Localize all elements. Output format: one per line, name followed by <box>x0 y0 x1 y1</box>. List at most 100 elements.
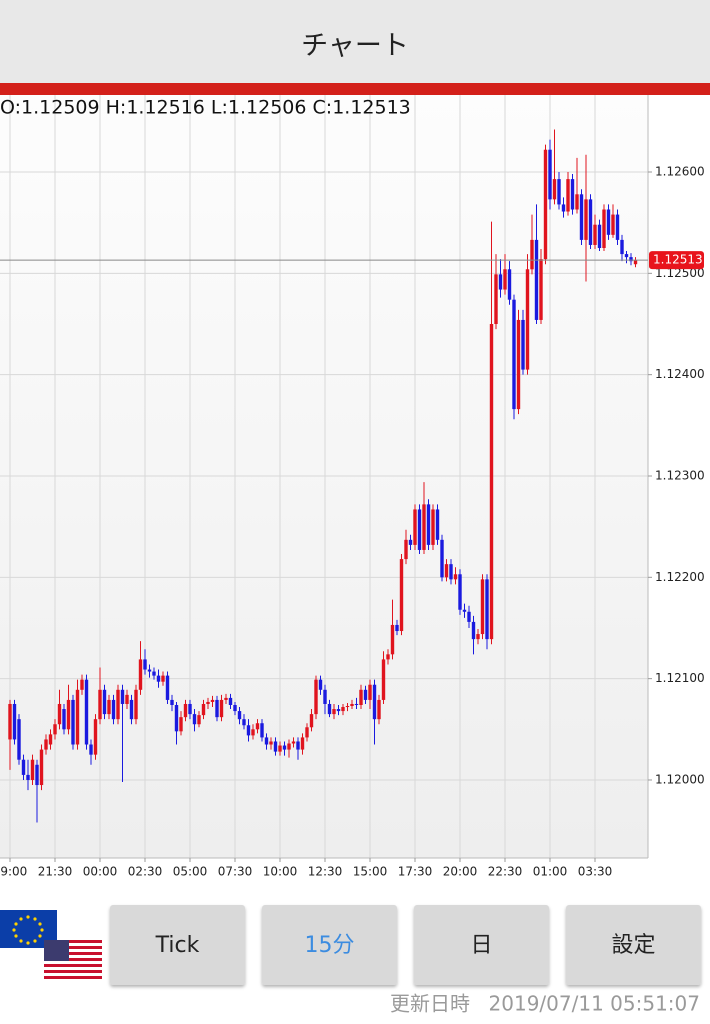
candle-body <box>413 509 417 545</box>
candle-body <box>80 679 84 690</box>
candle-body <box>363 689 368 700</box>
candle-body <box>395 624 399 632</box>
accent-bar <box>0 83 710 95</box>
candle-body <box>606 209 611 235</box>
candle-body <box>359 689 363 705</box>
update-label: 更新日時 <box>390 992 470 1016</box>
candle-body <box>93 719 98 755</box>
candle-body <box>341 707 345 712</box>
candle-body <box>75 689 80 745</box>
candle-body <box>17 719 21 760</box>
update-timestamp: 2019/07/11 05:51:07 <box>489 992 700 1016</box>
y-tick-label: 1.12100 <box>655 671 705 685</box>
candle-body <box>89 744 93 755</box>
toolbar-button[interactable] <box>262 905 397 985</box>
candle-body <box>458 574 462 610</box>
candle-body <box>377 699 381 720</box>
candle-body <box>165 675 170 700</box>
candle-body <box>575 194 579 210</box>
candle-body <box>120 689 125 704</box>
candle-body <box>264 737 269 745</box>
toolbar-button-label[interactable]: 設定 <box>611 933 655 958</box>
y-tick-label: 1.12000 <box>655 772 705 786</box>
candle-body <box>192 714 197 725</box>
candle-body <box>534 239 539 320</box>
candle-body <box>345 706 350 708</box>
candle-body <box>323 689 327 704</box>
candle-body <box>237 711 242 720</box>
ohlc-label: O:1.12509 H:1.12516 L:1.12506 C:1.12513 <box>0 97 411 119</box>
candle-body <box>426 504 431 545</box>
candle-body <box>260 723 264 738</box>
candle-body <box>624 254 629 258</box>
candle-body <box>57 703 62 725</box>
x-tick-label: 10:00 <box>263 865 298 879</box>
candle-body <box>30 759 35 780</box>
candle-body <box>219 699 224 718</box>
candle-body <box>417 509 422 550</box>
candle-body <box>552 179 557 200</box>
y-tick-label: 1.12200 <box>655 570 705 584</box>
x-tick-label: 17:30 <box>398 865 433 879</box>
candle-body <box>183 703 188 718</box>
candle-body <box>12 703 17 740</box>
candle-body <box>399 559 404 632</box>
toolbar-button[interactable] <box>566 905 701 985</box>
candle-body <box>584 199 588 240</box>
candle-body <box>611 214 615 235</box>
candle-body <box>390 624 395 655</box>
candle-body <box>242 719 246 726</box>
header-bar <box>0 0 710 83</box>
candle-body <box>138 659 143 690</box>
candle-body <box>98 689 102 720</box>
x-tick-label: 02:30 <box>128 865 163 879</box>
toolbar-button-label[interactable]: Tick <box>155 933 200 958</box>
toolbar-button[interactable] <box>414 905 549 985</box>
candle-body <box>161 675 165 682</box>
candle-body <box>494 274 498 325</box>
y-tick-label: 1.12500 <box>655 266 705 280</box>
candle-body <box>327 703 332 715</box>
toolbar-button-label[interactable]: 日 <box>470 933 492 958</box>
candle-body <box>498 274 503 290</box>
candle-body <box>21 759 26 775</box>
x-tick-label: 00:00 <box>83 865 118 879</box>
candle-body <box>170 699 174 705</box>
candle-body <box>588 199 593 245</box>
candle-body <box>543 149 548 260</box>
toolbar: Tick 15分 日 設定 <box>110 905 701 985</box>
candle-body <box>210 699 215 702</box>
candle-body <box>530 239 534 270</box>
candle-body <box>152 671 156 676</box>
candle-body <box>233 704 237 712</box>
candle-body <box>201 703 206 716</box>
toolbar-button[interactable] <box>110 905 245 985</box>
candle-body <box>246 725 251 736</box>
x-tick-label: 05:00 <box>173 865 208 879</box>
candle-body <box>539 259 543 320</box>
candle-body <box>309 714 314 728</box>
candle-body <box>62 709 66 730</box>
candle-body <box>206 701 210 704</box>
candle-body <box>224 697 228 700</box>
candle-body <box>66 699 71 730</box>
toolbar-button-label[interactable]: 15分 <box>305 933 355 958</box>
candle-body <box>485 579 489 640</box>
candle-body <box>107 699 111 715</box>
x-tick-label: 20:00 <box>443 865 478 879</box>
candle-body <box>620 239 624 255</box>
candle-body <box>255 723 260 730</box>
candle-body <box>291 741 296 744</box>
candle-body <box>134 689 138 720</box>
candle-body <box>521 319 525 370</box>
x-tick-label: 22:30 <box>488 865 523 879</box>
candle-body <box>35 764 39 786</box>
candle-body <box>179 717 183 732</box>
candle-body <box>404 539 408 560</box>
last-price-badge <box>649 251 704 270</box>
x-tick-label: 03:30 <box>578 865 613 879</box>
candle-body <box>8 703 12 740</box>
candle-body <box>156 675 161 682</box>
candle-body <box>26 774 30 780</box>
candle-body <box>422 504 426 550</box>
